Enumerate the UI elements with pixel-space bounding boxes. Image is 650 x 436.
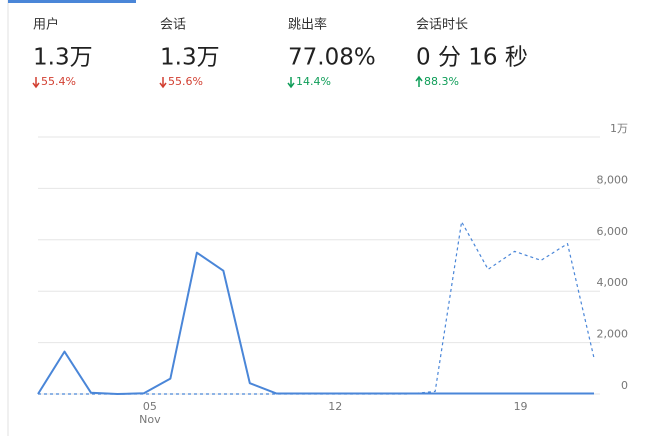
metric-change: 14.4% — [296, 75, 331, 88]
metric-value[interactable]: 1.3万 — [33, 45, 93, 71]
active-tab-indicator — [8, 0, 136, 3]
metric-value[interactable]: 0 分 16 秒 — [416, 45, 528, 71]
metric-label[interactable]: 会话时长 — [416, 18, 468, 33]
metric-change: 88.3% — [424, 75, 459, 88]
change-arrow — [32, 77, 40, 89]
previous-period-line — [38, 221, 595, 395]
y-tick-label: 6,000 — [597, 225, 629, 238]
metric-change: 55.6% — [168, 75, 203, 88]
y-tick-label: 4,000 — [597, 276, 629, 289]
y-tick-label: 1万 — [610, 122, 628, 135]
metric-label[interactable]: 跳出率 — [288, 17, 327, 33]
series-line — [37, 251, 594, 395]
metric-value[interactable]: 77.08% — [288, 45, 376, 71]
change-arrow — [415, 75, 423, 87]
x-sublabel: Nov — [139, 413, 161, 426]
x-tick-label: 19 — [514, 400, 528, 413]
x-tick-label: 12 — [328, 400, 342, 413]
y-tick-label: 8,000 — [597, 173, 629, 186]
change-arrow — [287, 77, 295, 89]
y-tick-label: 2,000 — [597, 328, 629, 341]
x-tick-label: 05 — [143, 400, 157, 413]
metric-value[interactable]: 1.3万 — [160, 45, 220, 71]
change-arrow — [159, 77, 167, 89]
y-tick-label: 0 — [621, 379, 628, 392]
metric-label[interactable]: 用户 — [33, 17, 59, 33]
metric-change: 55.4% — [41, 75, 76, 88]
metric-label[interactable]: 会话 — [160, 18, 186, 33]
